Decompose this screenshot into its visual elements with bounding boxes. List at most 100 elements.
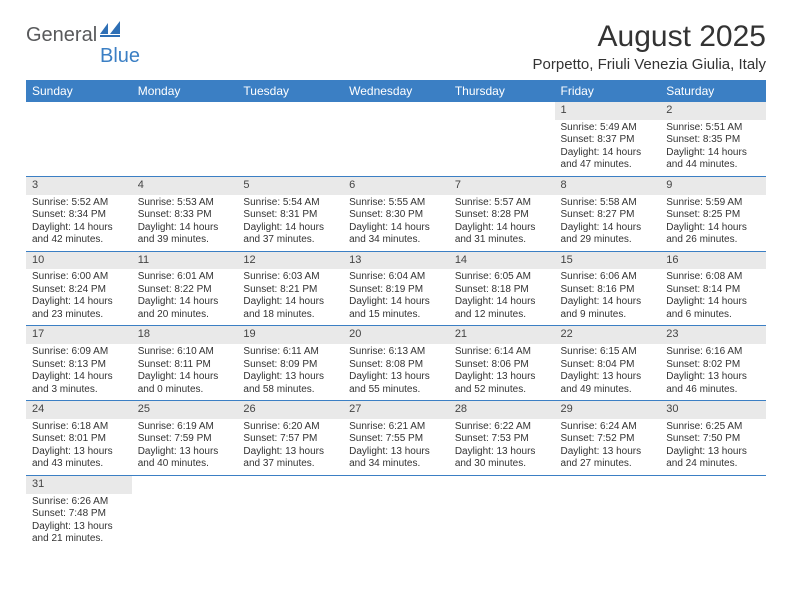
sunset: Sunset: 8:22 PM bbox=[138, 284, 232, 297]
daylight-line2: and 29 minutes. bbox=[561, 234, 655, 247]
daylight-line1: Daylight: 13 hours bbox=[138, 446, 232, 459]
calendar-day-cell bbox=[343, 102, 449, 176]
sunset: Sunset: 8:33 PM bbox=[138, 209, 232, 222]
day-details: Sunrise: 6:25 AMSunset: 7:50 PMDaylight:… bbox=[660, 419, 766, 475]
daylight-line1: Daylight: 13 hours bbox=[349, 446, 443, 459]
logo-sail-icon bbox=[100, 21, 122, 44]
calendar-week-row: 1Sunrise: 5:49 AMSunset: 8:37 PMDaylight… bbox=[26, 102, 766, 176]
calendar-day-cell bbox=[343, 475, 449, 549]
daylight-line1: Daylight: 14 hours bbox=[561, 296, 655, 309]
sunset: Sunset: 8:13 PM bbox=[32, 359, 126, 372]
daylight-line1: Daylight: 14 hours bbox=[243, 222, 337, 235]
daylight-line2: and 3 minutes. bbox=[32, 384, 126, 397]
sunset: Sunset: 8:21 PM bbox=[243, 284, 337, 297]
calendar-day-cell: 23Sunrise: 6:16 AMSunset: 8:02 PMDayligh… bbox=[660, 326, 766, 401]
sunset: Sunset: 8:30 PM bbox=[349, 209, 443, 222]
daylight-line1: Daylight: 14 hours bbox=[561, 222, 655, 235]
calendar-day-cell bbox=[26, 102, 132, 176]
day-details: Sunrise: 6:24 AMSunset: 7:52 PMDaylight:… bbox=[555, 419, 661, 475]
calendar-week-row: 31Sunrise: 6:26 AMSunset: 7:48 PMDayligh… bbox=[26, 475, 766, 549]
day-number: 4 bbox=[132, 177, 238, 195]
sunset: Sunset: 8:34 PM bbox=[32, 209, 126, 222]
daylight-line2: and 43 minutes. bbox=[32, 458, 126, 471]
calendar-day-cell: 16Sunrise: 6:08 AMSunset: 8:14 PMDayligh… bbox=[660, 251, 766, 326]
daylight-line2: and 55 minutes. bbox=[349, 384, 443, 397]
daylight-line2: and 0 minutes. bbox=[138, 384, 232, 397]
daylight-line2: and 20 minutes. bbox=[138, 309, 232, 322]
daylight-line2: and 40 minutes. bbox=[138, 458, 232, 471]
daylight-line2: and 39 minutes. bbox=[138, 234, 232, 247]
sunset: Sunset: 7:57 PM bbox=[243, 433, 337, 446]
sunrise: Sunrise: 6:26 AM bbox=[32, 496, 126, 509]
daylight-line2: and 24 minutes. bbox=[666, 458, 760, 471]
sunset: Sunset: 8:11 PM bbox=[138, 359, 232, 372]
calendar-day-cell bbox=[449, 475, 555, 549]
daylight-line1: Daylight: 14 hours bbox=[349, 296, 443, 309]
day-number: 7 bbox=[449, 177, 555, 195]
calendar-day-cell: 29Sunrise: 6:24 AMSunset: 7:52 PMDayligh… bbox=[555, 401, 661, 476]
sunset: Sunset: 8:01 PM bbox=[32, 433, 126, 446]
day-number: 13 bbox=[343, 252, 449, 270]
sunrise: Sunrise: 6:11 AM bbox=[243, 346, 337, 359]
sunrise: Sunrise: 6:14 AM bbox=[455, 346, 549, 359]
sunset: Sunset: 7:48 PM bbox=[32, 508, 126, 521]
daylight-line1: Daylight: 14 hours bbox=[666, 147, 760, 160]
daylight-line1: Daylight: 14 hours bbox=[455, 222, 549, 235]
calendar-day-cell: 22Sunrise: 6:15 AMSunset: 8:04 PMDayligh… bbox=[555, 326, 661, 401]
day-number: 11 bbox=[132, 252, 238, 270]
calendar-day-cell: 15Sunrise: 6:06 AMSunset: 8:16 PMDayligh… bbox=[555, 251, 661, 326]
day-details: Sunrise: 5:54 AMSunset: 8:31 PMDaylight:… bbox=[237, 195, 343, 251]
sunrise: Sunrise: 6:22 AM bbox=[455, 421, 549, 434]
day-details: Sunrise: 5:59 AMSunset: 8:25 PMDaylight:… bbox=[660, 195, 766, 251]
sunset: Sunset: 7:59 PM bbox=[138, 433, 232, 446]
daylight-line2: and 30 minutes. bbox=[455, 458, 549, 471]
day-details: Sunrise: 6:16 AMSunset: 8:02 PMDaylight:… bbox=[660, 344, 766, 400]
daylight-line1: Daylight: 13 hours bbox=[455, 446, 549, 459]
sunrise: Sunrise: 6:09 AM bbox=[32, 346, 126, 359]
logo-text-blue: Blue bbox=[100, 45, 140, 67]
sunrise: Sunrise: 5:52 AM bbox=[32, 197, 126, 210]
day-number: 14 bbox=[449, 252, 555, 270]
day-number: 9 bbox=[660, 177, 766, 195]
daylight-line1: Daylight: 14 hours bbox=[455, 296, 549, 309]
daylight-line1: Daylight: 13 hours bbox=[455, 371, 549, 384]
sunrise: Sunrise: 5:58 AM bbox=[561, 197, 655, 210]
daylight-line1: Daylight: 13 hours bbox=[561, 371, 655, 384]
daylight-line1: Daylight: 14 hours bbox=[138, 371, 232, 384]
day-details: Sunrise: 5:49 AMSunset: 8:37 PMDaylight:… bbox=[555, 120, 661, 176]
sunrise: Sunrise: 6:08 AM bbox=[666, 271, 760, 284]
sunrise: Sunrise: 6:04 AM bbox=[349, 271, 443, 284]
day-details: Sunrise: 6:19 AMSunset: 7:59 PMDaylight:… bbox=[132, 419, 238, 475]
sunrise: Sunrise: 6:00 AM bbox=[32, 271, 126, 284]
daylight-line2: and 21 minutes. bbox=[32, 533, 126, 546]
month-title: August 2025 bbox=[533, 20, 766, 54]
daylight-line1: Daylight: 14 hours bbox=[666, 296, 760, 309]
sunrise: Sunrise: 6:01 AM bbox=[138, 271, 232, 284]
daylight-line1: Daylight: 13 hours bbox=[32, 521, 126, 534]
daylight-line1: Daylight: 14 hours bbox=[32, 222, 126, 235]
sunset: Sunset: 8:02 PM bbox=[666, 359, 760, 372]
day-number: 25 bbox=[132, 401, 238, 419]
day-number: 21 bbox=[449, 326, 555, 344]
sunset: Sunset: 8:18 PM bbox=[455, 284, 549, 297]
day-number: 20 bbox=[343, 326, 449, 344]
day-details: Sunrise: 6:03 AMSunset: 8:21 PMDaylight:… bbox=[237, 269, 343, 325]
calendar-day-cell: 5Sunrise: 5:54 AMSunset: 8:31 PMDaylight… bbox=[237, 176, 343, 251]
calendar-day-cell: 11Sunrise: 6:01 AMSunset: 8:22 PMDayligh… bbox=[132, 251, 238, 326]
day-number: 15 bbox=[555, 252, 661, 270]
day-details: Sunrise: 6:21 AMSunset: 7:55 PMDaylight:… bbox=[343, 419, 449, 475]
day-number: 22 bbox=[555, 326, 661, 344]
daylight-line2: and 49 minutes. bbox=[561, 384, 655, 397]
sunrise: Sunrise: 6:25 AM bbox=[666, 421, 760, 434]
sunset: Sunset: 8:37 PM bbox=[561, 134, 655, 147]
sunrise: Sunrise: 6:03 AM bbox=[243, 271, 337, 284]
sunrise: Sunrise: 5:49 AM bbox=[561, 122, 655, 135]
calendar-day-cell: 9Sunrise: 5:59 AMSunset: 8:25 PMDaylight… bbox=[660, 176, 766, 251]
daylight-line2: and 9 minutes. bbox=[561, 309, 655, 322]
sunrise: Sunrise: 5:54 AM bbox=[243, 197, 337, 210]
daylight-line2: and 42 minutes. bbox=[32, 234, 126, 247]
sunrise: Sunrise: 6:13 AM bbox=[349, 346, 443, 359]
calendar-day-cell: 20Sunrise: 6:13 AMSunset: 8:08 PMDayligh… bbox=[343, 326, 449, 401]
sunset: Sunset: 7:55 PM bbox=[349, 433, 443, 446]
calendar-day-cell: 31Sunrise: 6:26 AMSunset: 7:48 PMDayligh… bbox=[26, 475, 132, 549]
